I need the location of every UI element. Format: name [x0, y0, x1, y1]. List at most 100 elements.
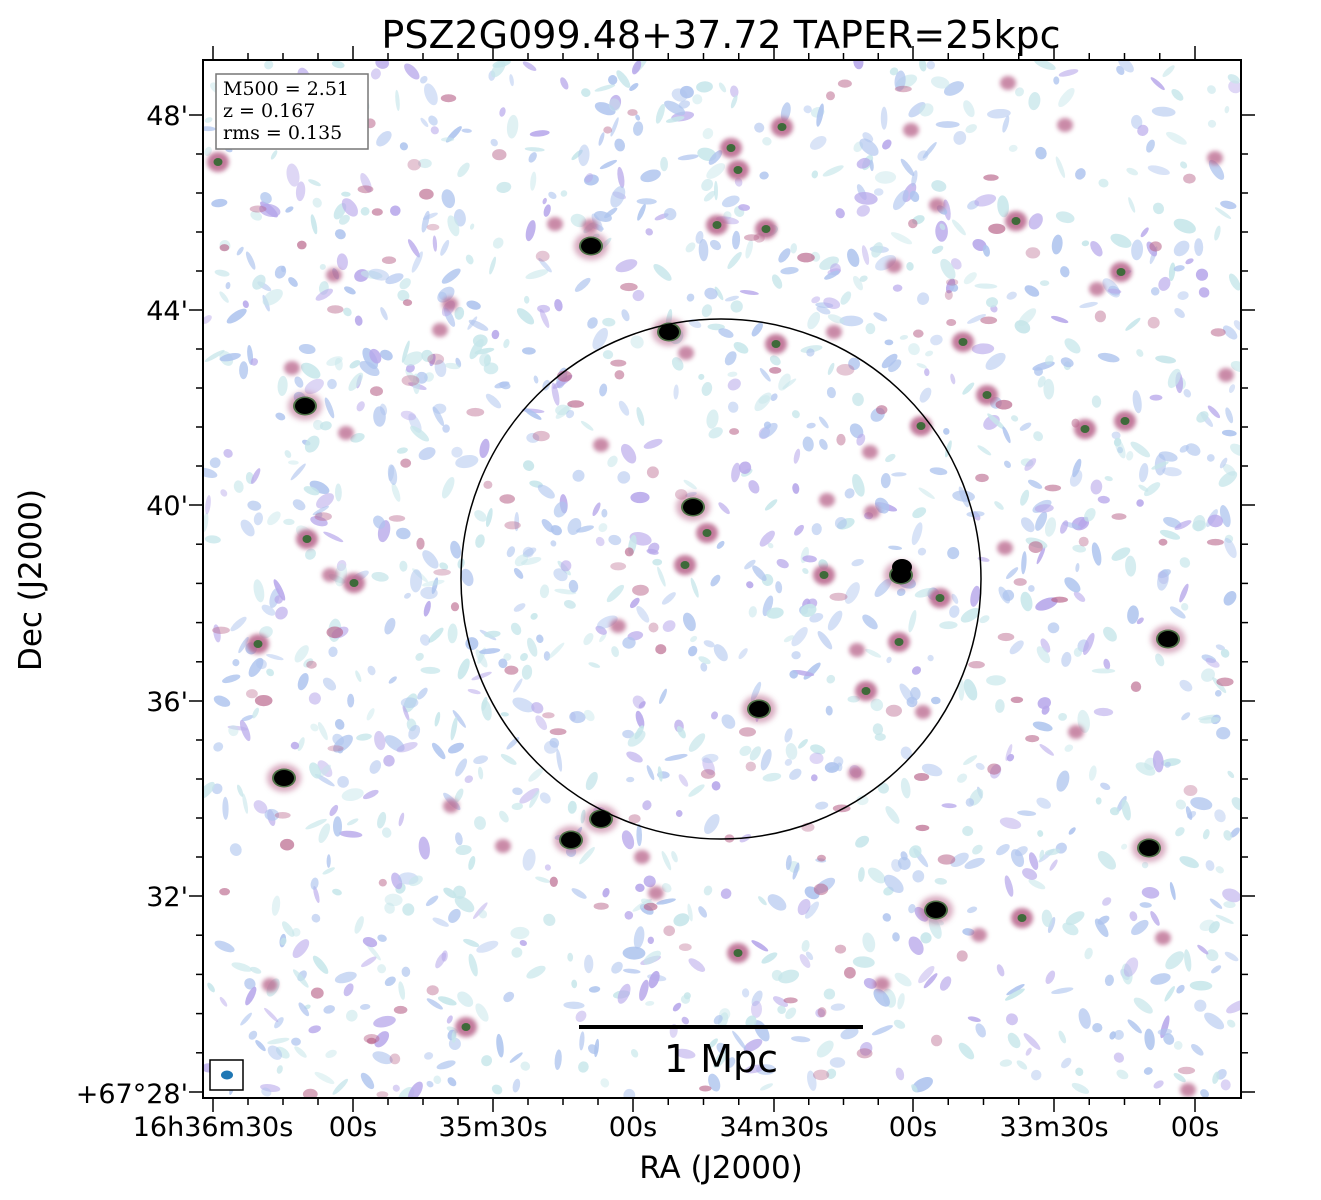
noise-blob — [917, 547, 927, 556]
noise-blob — [297, 240, 307, 250]
noise-blob — [1100, 782, 1111, 790]
plot-frame — [202, 59, 1242, 1099]
noise-blob — [1024, 285, 1040, 297]
noise-blob — [1040, 638, 1051, 653]
noise-blob — [1051, 315, 1069, 324]
noise-blob — [889, 67, 899, 76]
noise-blob — [318, 823, 331, 844]
noise-blob — [639, 979, 649, 1001]
noise-blob — [711, 781, 721, 791]
noise-blob — [244, 978, 256, 990]
noise-blob — [1210, 328, 1226, 337]
noise-blob — [1173, 1073, 1186, 1083]
noise-blob — [988, 223, 1006, 234]
noise-blob — [547, 642, 565, 660]
noise-blob — [1125, 555, 1137, 577]
noise-blob — [390, 205, 401, 216]
noise-blob — [1113, 1029, 1124, 1040]
noise-blob — [332, 1078, 349, 1095]
noise-blob — [1004, 460, 1011, 468]
noise-blob — [492, 149, 507, 161]
noise-blob — [419, 634, 431, 646]
noise-blob — [760, 748, 772, 771]
noise-blob — [876, 405, 888, 415]
y-tick-labels: 48' 44' 40' 36' 32' +67°28' — [76, 101, 188, 1110]
noise-blob — [759, 171, 769, 180]
noise-blob — [228, 725, 239, 737]
noise-blob — [1223, 830, 1233, 841]
noise-blob — [477, 766, 484, 780]
noise-blob — [922, 142, 937, 159]
noise-blob — [1165, 951, 1185, 970]
noise-blob — [1194, 238, 1204, 256]
noise-blob — [1176, 984, 1185, 994]
noise-blob — [362, 347, 379, 370]
noise-blob — [618, 400, 630, 416]
noise-blob — [1147, 165, 1170, 176]
noise-blob — [1006, 1013, 1018, 1026]
noise-blob — [528, 152, 537, 163]
noise-blob — [1019, 422, 1032, 431]
noise-blob — [1228, 80, 1241, 94]
noise-blob — [422, 579, 445, 587]
noise-blob — [425, 895, 439, 907]
noise-blob — [1020, 489, 1030, 506]
noise-blob — [553, 501, 568, 518]
info-redshift: z = 0.167 — [223, 100, 315, 122]
noise-blob — [627, 109, 638, 116]
noise-blob — [1153, 1080, 1164, 1089]
noise-blob — [695, 230, 704, 244]
noise-blob — [661, 592, 676, 605]
noise-blob — [569, 711, 586, 724]
noise-blob — [741, 988, 750, 998]
noise-blob — [1144, 1028, 1155, 1051]
noise-blob — [491, 61, 506, 78]
noise-blob — [1173, 240, 1190, 257]
noise-blob — [430, 126, 439, 135]
noise-blob — [1028, 879, 1046, 890]
noise-blob — [951, 219, 966, 236]
noise-blob — [514, 512, 520, 532]
faint-source — [1155, 931, 1171, 945]
noise-blob — [826, 387, 836, 399]
noise-blob — [772, 996, 789, 1008]
noise-blob — [682, 612, 696, 632]
noise-blob — [407, 1081, 423, 1098]
noise-blob — [516, 308, 535, 325]
noise-blob — [373, 515, 386, 529]
noise-blob — [529, 790, 540, 808]
noise-blob — [1216, 726, 1231, 740]
noise-blob — [730, 300, 743, 313]
noise-blob — [315, 288, 334, 301]
noise-blob — [543, 913, 556, 927]
noise-blob — [1131, 919, 1149, 936]
noise-blob — [1127, 605, 1139, 624]
noise-blob — [209, 457, 221, 469]
noise-blob — [727, 251, 742, 269]
noise-blob — [896, 588, 906, 596]
noise-blob — [1021, 551, 1027, 575]
noise-blob — [759, 530, 775, 547]
noise-blob — [1179, 583, 1189, 603]
noise-blob — [721, 714, 736, 729]
noise-blob — [952, 490, 975, 502]
noise-blob — [343, 307, 352, 317]
noise-blob — [275, 412, 286, 421]
noise-blob — [661, 850, 672, 871]
noise-blob — [420, 75, 428, 84]
noise-blob — [766, 607, 784, 619]
noise-blob — [1081, 240, 1090, 247]
noise-blob — [467, 688, 481, 695]
noise-blob — [377, 964, 387, 974]
noise-blob — [373, 1015, 396, 1028]
noise-blob — [417, 687, 428, 700]
noise-blob — [1058, 87, 1075, 108]
noise-blob — [924, 368, 930, 377]
noise-blob — [730, 95, 738, 109]
noise-blob — [1180, 161, 1188, 169]
noise-blob — [652, 558, 663, 566]
noise-blob — [877, 782, 890, 794]
noise-blob — [797, 252, 815, 263]
noise-blob — [427, 353, 445, 365]
noise-blob — [855, 835, 870, 848]
